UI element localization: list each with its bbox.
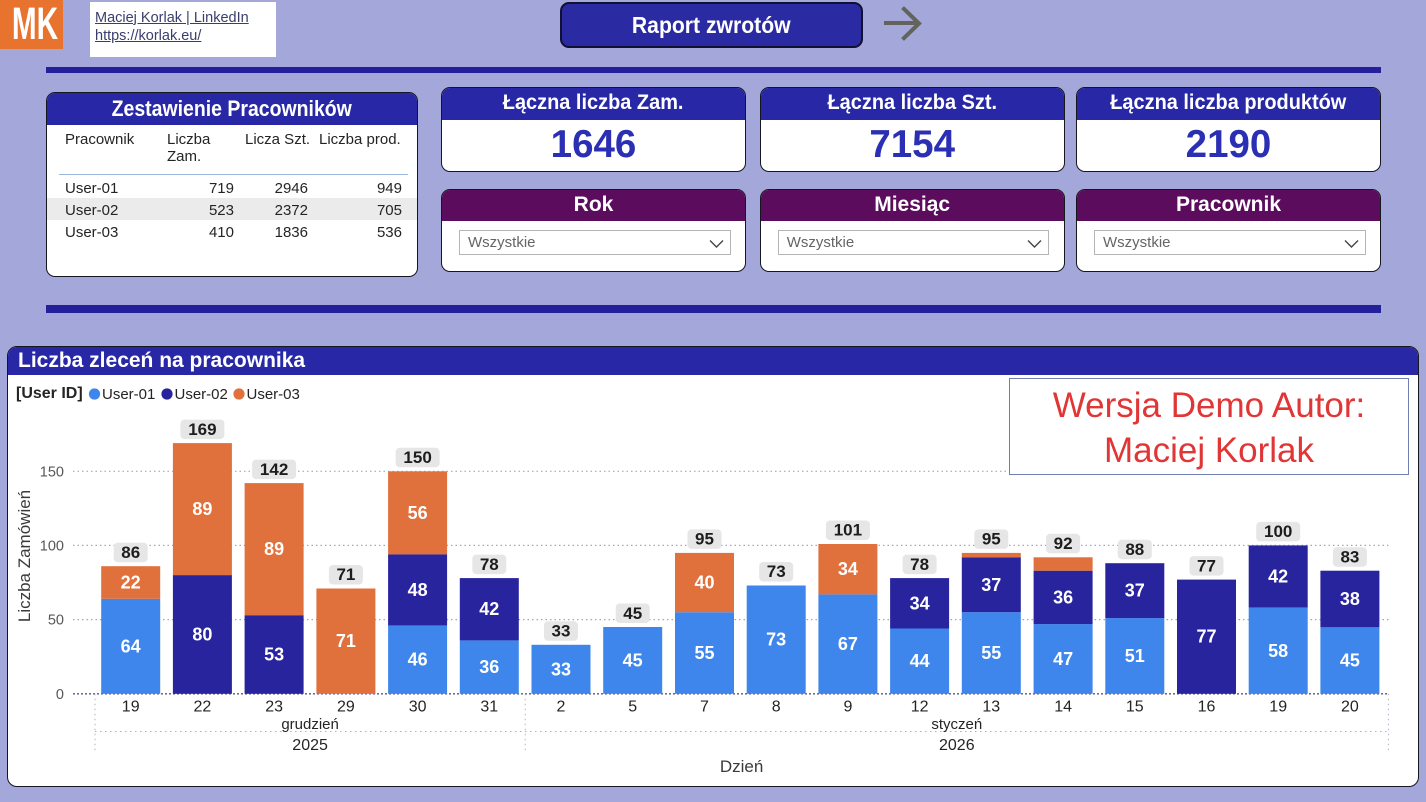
svg-text:20: 20 bbox=[1341, 699, 1359, 716]
svg-text:30: 30 bbox=[409, 699, 427, 716]
svg-text:User-03: User-03 bbox=[247, 386, 300, 403]
svg-text:89: 89 bbox=[192, 499, 212, 519]
svg-text:42: 42 bbox=[479, 599, 499, 619]
svg-text:88: 88 bbox=[1125, 540, 1144, 559]
svg-text:45: 45 bbox=[1340, 650, 1360, 670]
svg-text:80: 80 bbox=[192, 625, 212, 645]
svg-text:33: 33 bbox=[552, 622, 571, 641]
svg-text:48: 48 bbox=[408, 580, 428, 600]
svg-text:53: 53 bbox=[264, 645, 284, 665]
svg-text:15: 15 bbox=[1126, 699, 1144, 716]
svg-text:Liczba Zamówień: Liczba Zamówień bbox=[15, 490, 34, 622]
svg-text:19: 19 bbox=[122, 699, 140, 716]
svg-text:5: 5 bbox=[628, 699, 637, 716]
svg-text:33: 33 bbox=[551, 659, 571, 679]
svg-text:55: 55 bbox=[694, 643, 714, 663]
svg-text:95: 95 bbox=[695, 530, 714, 549]
svg-text:38: 38 bbox=[1340, 589, 1360, 609]
svg-text:0: 0 bbox=[56, 687, 64, 703]
svg-text:95: 95 bbox=[982, 530, 1001, 549]
svg-text:2: 2 bbox=[557, 699, 566, 716]
svg-text:14: 14 bbox=[1054, 699, 1072, 716]
svg-text:46: 46 bbox=[408, 650, 428, 670]
svg-text:34: 34 bbox=[838, 559, 858, 579]
svg-text:58: 58 bbox=[1268, 641, 1288, 661]
svg-text:100: 100 bbox=[40, 538, 64, 554]
svg-text:40: 40 bbox=[694, 573, 714, 593]
svg-text:73: 73 bbox=[767, 562, 786, 581]
svg-text:45: 45 bbox=[623, 604, 642, 623]
svg-text:styczeń: styczeń bbox=[931, 716, 982, 733]
svg-text:92: 92 bbox=[1054, 534, 1073, 553]
svg-text:12: 12 bbox=[911, 699, 929, 716]
svg-text:169: 169 bbox=[188, 420, 216, 439]
svg-text:150: 150 bbox=[40, 464, 64, 480]
svg-text:8: 8 bbox=[772, 699, 781, 716]
svg-text:31: 31 bbox=[480, 699, 498, 716]
svg-text:37: 37 bbox=[1125, 581, 1145, 601]
svg-text:47: 47 bbox=[1053, 649, 1073, 669]
svg-text:22: 22 bbox=[194, 699, 212, 716]
svg-text:71: 71 bbox=[336, 565, 355, 584]
svg-text:16: 16 bbox=[1198, 699, 1216, 716]
svg-text:User-01: User-01 bbox=[102, 386, 155, 403]
svg-text:34: 34 bbox=[910, 593, 930, 613]
svg-text:9: 9 bbox=[843, 699, 852, 716]
svg-text:44: 44 bbox=[910, 651, 930, 671]
svg-text:User-02: User-02 bbox=[175, 386, 228, 403]
svg-text:13: 13 bbox=[982, 699, 1000, 716]
svg-text:71: 71 bbox=[336, 631, 356, 651]
svg-text:Dzień: Dzień bbox=[720, 757, 763, 776]
svg-text:45: 45 bbox=[623, 650, 643, 670]
svg-text:77: 77 bbox=[1197, 556, 1216, 575]
svg-text:2025: 2025 bbox=[292, 737, 328, 754]
svg-text:150: 150 bbox=[403, 448, 431, 467]
svg-text:36: 36 bbox=[479, 657, 499, 677]
svg-text:22: 22 bbox=[121, 573, 141, 593]
svg-text:142: 142 bbox=[260, 460, 288, 479]
svg-text:2026: 2026 bbox=[939, 737, 975, 754]
svg-text:77: 77 bbox=[1196, 627, 1216, 647]
svg-text:23: 23 bbox=[265, 699, 283, 716]
svg-text:7: 7 bbox=[700, 699, 709, 716]
svg-text:grudzień: grudzień bbox=[281, 716, 339, 733]
svg-text:86: 86 bbox=[121, 543, 140, 562]
svg-text:83: 83 bbox=[1340, 547, 1359, 566]
svg-text:100: 100 bbox=[1264, 522, 1292, 541]
svg-text:50: 50 bbox=[48, 613, 64, 629]
svg-text:55: 55 bbox=[981, 643, 1001, 663]
svg-text:19: 19 bbox=[1269, 699, 1287, 716]
svg-text:67: 67 bbox=[838, 634, 858, 654]
svg-text:42: 42 bbox=[1268, 567, 1288, 587]
svg-text:51: 51 bbox=[1125, 646, 1145, 666]
svg-text:89: 89 bbox=[264, 539, 284, 559]
svg-text:73: 73 bbox=[766, 630, 786, 650]
svg-text:101: 101 bbox=[834, 521, 862, 540]
svg-text:56: 56 bbox=[408, 503, 428, 523]
svg-text:29: 29 bbox=[337, 699, 355, 716]
svg-text:78: 78 bbox=[910, 555, 929, 574]
svg-text:37: 37 bbox=[981, 575, 1001, 595]
svg-text:78: 78 bbox=[480, 555, 499, 574]
svg-text:64: 64 bbox=[121, 636, 141, 656]
svg-text:36: 36 bbox=[1053, 587, 1073, 607]
